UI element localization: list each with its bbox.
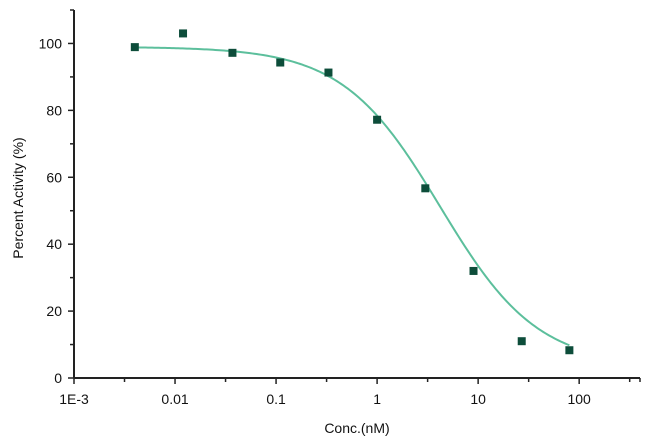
data-point: [276, 58, 285, 67]
data-point: [373, 115, 382, 124]
y-tick-label: 80: [46, 102, 62, 118]
x-tick-label: 1E-3: [59, 391, 89, 407]
data-point: [324, 68, 333, 77]
data-point: [517, 337, 526, 346]
y-tick-label: 0: [54, 370, 62, 386]
y-tick-label: 60: [46, 169, 62, 185]
x-axis-title: Conc.(nM): [324, 420, 389, 436]
x-axis-ticks: 1E-3 0.01 0.1 1 10 100: [59, 378, 591, 407]
data-point: [469, 266, 478, 275]
y-tick-label: 20: [46, 303, 62, 319]
y-tick-label: 40: [46, 236, 62, 252]
x-tick-label: 1: [373, 391, 381, 407]
data-point: [130, 43, 139, 52]
data-point: [228, 48, 237, 57]
fit-curve-layer: [134, 46, 570, 347]
x-tick-label: 0.1: [266, 391, 286, 407]
data-point: [179, 29, 188, 38]
x-tick-label: 0.01: [161, 391, 188, 407]
fit-curve: [134, 46, 570, 347]
data-point: [565, 346, 574, 355]
data-point: [421, 184, 430, 193]
x-tick-label: 10: [470, 391, 486, 407]
data-points-layer: [130, 29, 574, 355]
y-tick-label: 100: [39, 35, 63, 51]
y-axis-ticks: 0 20 40 60 80 100: [39, 35, 74, 386]
x-tick-label: 100: [567, 391, 591, 407]
y-axis-title: Percent Activity (%): [10, 137, 26, 258]
